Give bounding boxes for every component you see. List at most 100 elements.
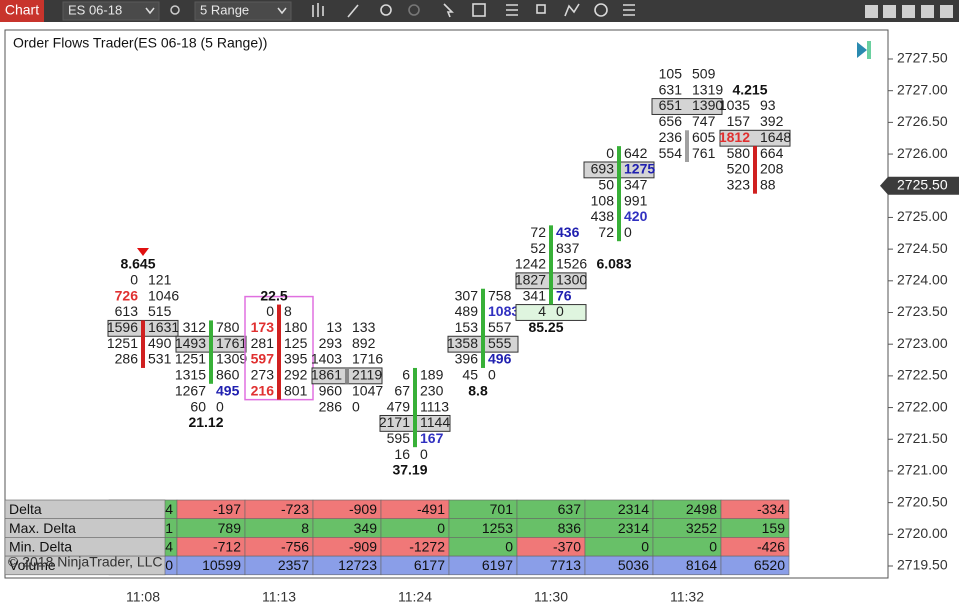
signal-arrow xyxy=(137,247,149,256)
table-value: -370 xyxy=(553,538,581,554)
maximize-button[interactable] xyxy=(921,5,934,18)
ask-volume: 121 xyxy=(148,272,172,288)
table-row-label: Volume xyxy=(9,557,56,573)
x-tick-label: 11:32 xyxy=(670,589,704,605)
bid-volume: 1403 xyxy=(311,351,342,367)
bar-stat-label: 4.215 xyxy=(732,81,767,97)
bid-volume: 489 xyxy=(455,303,479,319)
properties-icon[interactable] xyxy=(506,4,518,16)
minimize-button[interactable] xyxy=(902,5,915,18)
bid-volume: 726 xyxy=(115,287,139,303)
ask-volume: 0 xyxy=(624,224,632,240)
bid-volume: 281 xyxy=(251,335,275,351)
window-button[interactable] xyxy=(865,5,878,18)
ask-volume: 605 xyxy=(692,129,716,145)
bar-type-dropdown[interactable] xyxy=(194,1,292,21)
ask-volume: 1144 xyxy=(420,414,450,430)
plot-area xyxy=(4,29,889,579)
ask-volume: 0 xyxy=(352,398,360,414)
table-value: -426 xyxy=(757,538,785,554)
bid-volume: 105 xyxy=(659,66,683,82)
bar-stat-label: 8.645 xyxy=(120,256,155,272)
ask-volume: 420 xyxy=(624,208,648,224)
chart-button[interactable] xyxy=(0,0,44,22)
bid-volume: 273 xyxy=(251,367,275,383)
ask-volume: 761 xyxy=(692,145,716,161)
bar-body xyxy=(617,146,621,242)
pointer-icon[interactable] xyxy=(443,3,454,18)
zoom-in-icon[interactable] xyxy=(380,4,392,16)
table-value: -909 xyxy=(349,501,377,517)
ask-volume: 496 xyxy=(488,351,512,367)
bar-body xyxy=(481,288,485,368)
ask-volume: 395 xyxy=(284,351,308,367)
bid-volume: 286 xyxy=(115,351,139,367)
table-value: 3252 xyxy=(686,520,717,536)
panel-icon xyxy=(857,41,871,59)
ask-volume: 1046 xyxy=(148,287,179,303)
close-button[interactable] xyxy=(940,5,953,18)
bid-volume: 108 xyxy=(591,192,615,208)
bar-stat-label: 8.8 xyxy=(468,382,488,398)
window-button[interactable] xyxy=(883,5,896,18)
table-value: 12723 xyxy=(338,557,377,573)
ask-volume: 230 xyxy=(420,382,444,398)
ask-volume: 1390 xyxy=(692,97,723,113)
ask-volume: 747 xyxy=(692,113,716,129)
ask-volume: 436 xyxy=(556,224,580,240)
data-box-icon[interactable] xyxy=(472,3,486,17)
zoom-out-icon[interactable] xyxy=(408,4,420,16)
delta-table: 4 -197 -723 -909 -491 701 637 2314 2498 -334 1 789 8… xyxy=(4,499,790,576)
bid-volume: 1315 xyxy=(175,367,206,383)
bid-volume: 157 xyxy=(727,113,751,129)
table-value: -723 xyxy=(281,501,309,517)
ask-volume: 88 xyxy=(760,176,776,192)
ask-volume: 76 xyxy=(556,287,572,303)
bid-volume: 479 xyxy=(387,398,411,414)
y-tick-label: 2727.50 xyxy=(897,50,948,66)
ask-volume: 642 xyxy=(624,145,648,161)
bid-volume: 0 xyxy=(130,272,138,288)
bid-volume: 341 xyxy=(523,287,547,303)
bid-volume: 216 xyxy=(251,382,275,398)
table-value: 1253 xyxy=(482,520,513,536)
ask-volume: 1275 xyxy=(624,161,655,177)
table-value: 836 xyxy=(558,520,582,536)
ask-volume: 490 xyxy=(148,335,172,351)
bars-icon[interactable] xyxy=(312,3,324,17)
table-cell xyxy=(720,555,790,576)
ask-volume: 180 xyxy=(284,319,308,335)
bid-volume: 1251 xyxy=(107,335,138,351)
reload-icon[interactable] xyxy=(594,3,608,17)
bid-volume: 656 xyxy=(659,113,683,129)
table-value: 701 xyxy=(490,501,514,517)
ask-volume: 780 xyxy=(216,319,240,335)
bid-volume: 52 xyxy=(530,240,546,256)
y-tick-label: 2723.00 xyxy=(897,335,948,351)
bid-volume: 307 xyxy=(455,287,479,303)
table-value: 7713 xyxy=(550,557,581,573)
instrument-dropdown[interactable] xyxy=(62,1,160,21)
y-tick-label: 2726.50 xyxy=(897,113,948,129)
bar-stat-label: 37.19 xyxy=(392,462,427,478)
bar-body xyxy=(345,367,349,384)
bar-body xyxy=(549,225,553,305)
search-icon[interactable] xyxy=(170,5,180,15)
bid-volume: 0 xyxy=(266,303,274,319)
draw-icon[interactable] xyxy=(347,4,359,18)
menu-icon[interactable] xyxy=(623,4,635,16)
template-icon[interactable] xyxy=(536,4,546,14)
ask-volume: 557 xyxy=(488,319,512,335)
strategy-icon[interactable] xyxy=(564,3,580,17)
bid-volume: 323 xyxy=(727,176,751,192)
window-buttons xyxy=(865,5,953,18)
ask-volume: 1716 xyxy=(352,351,383,367)
ask-volume: 758 xyxy=(488,287,512,303)
bid-volume: 631 xyxy=(659,81,683,97)
table-value: 8 xyxy=(301,520,309,536)
ask-volume: 860 xyxy=(216,367,240,383)
table-value: 5036 xyxy=(618,557,649,573)
y-tick-label: 2721.50 xyxy=(897,430,948,446)
